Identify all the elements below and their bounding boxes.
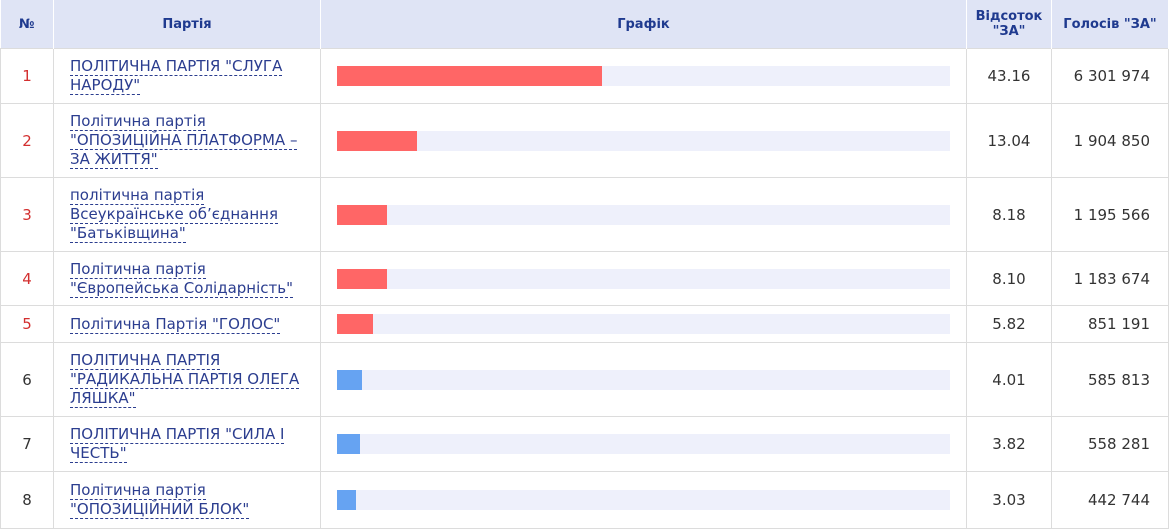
party-cell: ПОЛІТИЧНА ПАРТІЯ "СИЛА І ЧЕСТЬ" [53,416,321,472]
result-row: 8 Політична партія "ОПОЗИЦІЙНИЙ БЛОК" 3.03… [0,471,1169,529]
column-header: Графік [320,0,967,49]
bar-track [337,130,950,151]
graph-cell [320,48,967,104]
votes: 6 301 974 [1051,48,1169,104]
percent: 3.03 [966,471,1052,529]
row-number: 6 [0,342,54,417]
bar-track [337,204,950,225]
column-header: Голосів "ЗА" [1051,0,1169,49]
row-number: 3 [0,177,54,252]
column-header: Відсоток "ЗА" [966,0,1052,49]
party-link[interactable]: ПОЛІТИЧНА ПАРТІЯ "СЛУГА НАРОДУ" [70,57,283,95]
bar [337,66,602,86]
bar [337,130,417,151]
party-cell: Політична Партія "ГОЛОС" [53,305,321,343]
header-row: № Партія Графік Відсоток "ЗА" Голосів "ЗА" [0,0,1169,49]
party-cell: Політична партія "Європейська Солідарніс… [53,251,321,306]
percent: 5.82 [966,305,1052,343]
party-link[interactable]: Політична партія "ОПОЗИЦІЙНИЙ БЛОК" [70,481,250,519]
percent: 8.10 [966,251,1052,306]
row-number: 2 [0,103,54,178]
result-row: 2 Політична партія "ОПОЗИЦІЙНА ПЛАТФОРМА … [0,103,1169,178]
column-header: Партія [53,0,321,49]
bar-track [337,490,950,510]
party-link[interactable]: Політична партія "ОПОЗИЦІЙНА ПЛАТФОРМА –… [70,112,298,169]
result-row: 5 Політична Партія "ГОЛОС" 5.82 851 191 [0,305,1169,343]
party-link[interactable]: ПОЛІТИЧНА ПАРТІЯ "СИЛА І ЧЕСТЬ" [70,425,285,463]
row-number: 1 [0,48,54,104]
row-number: 5 [0,305,54,343]
bar [337,314,373,334]
graph-cell [320,177,967,252]
bar [337,204,388,225]
party-link[interactable]: політична партія Всеукраїнське об’єднанн… [70,186,278,243]
result-row: 1 ПОЛІТИЧНА ПАРТІЯ "СЛУГА НАРОДУ" 43.16 6 3… [0,48,1169,104]
result-row: 3 політична партія Всеукраїнське об’єднан… [0,177,1169,252]
result-row: 6 ПОЛІТИЧНА ПАРТІЯ "РАДИКАЛЬНА ПАРТІЯ ОЛЕ… [0,342,1169,417]
graph-cell [320,342,967,417]
party-cell: ПОЛІТИЧНА ПАРТІЯ "СЛУГА НАРОДУ" [53,48,321,104]
votes: 1 195 566 [1051,177,1169,252]
party-link[interactable]: Політична партія "Європейська Солідарніс… [70,259,293,298]
percent: 13.04 [966,103,1052,178]
votes: 1 183 674 [1051,251,1169,306]
votes: 1 904 850 [1051,103,1169,178]
graph-cell [320,471,967,529]
votes: 558 281 [1051,416,1169,472]
bar-track [337,369,950,390]
percent: 8.18 [966,177,1052,252]
bar [337,369,362,390]
column-header: № [0,0,54,49]
percent: 3.82 [966,416,1052,472]
votes: 851 191 [1051,305,1169,343]
graph-cell [320,305,967,343]
bar-track [337,66,950,86]
party-link[interactable]: ПОЛІТИЧНА ПАРТІЯ "РАДИКАЛЬНА ПАРТІЯ ОЛЕГ… [70,351,300,408]
party-cell: політична партія Всеукраїнське об’єднанн… [53,177,321,252]
party-cell: Політична партія "ОПОЗИЦІЙНА ПЛАТФОРМА –… [53,103,321,178]
party-link[interactable]: Політична Партія "ГОЛОС" [70,314,281,334]
bar-track [337,434,950,454]
bar [337,490,356,510]
graph-cell [320,416,967,472]
result-row: 7 ПОЛІТИЧНА ПАРТІЯ "СИЛА І ЧЕСТЬ" 3.82 558 … [0,416,1169,472]
percent: 43.16 [966,48,1052,104]
bar-track [337,268,950,289]
graph-cell [320,251,967,306]
percent: 4.01 [966,342,1052,417]
party-cell: ПОЛІТИЧНА ПАРТІЯ "РАДИКАЛЬНА ПАРТІЯ ОЛЕГ… [53,342,321,417]
party-cell: Політична партія "ОПОЗИЦІЙНИЙ БЛОК" [53,471,321,529]
result-row: 4 Політична партія "Європейська Солідарні… [0,251,1169,306]
bar-track [337,314,950,334]
row-number: 7 [0,416,54,472]
bar [337,434,361,454]
votes: 442 744 [1051,471,1169,529]
row-number: 4 [0,251,54,306]
row-number: 8 [0,471,54,529]
bar [337,268,387,289]
votes: 585 813 [1051,342,1169,417]
graph-cell [320,103,967,178]
